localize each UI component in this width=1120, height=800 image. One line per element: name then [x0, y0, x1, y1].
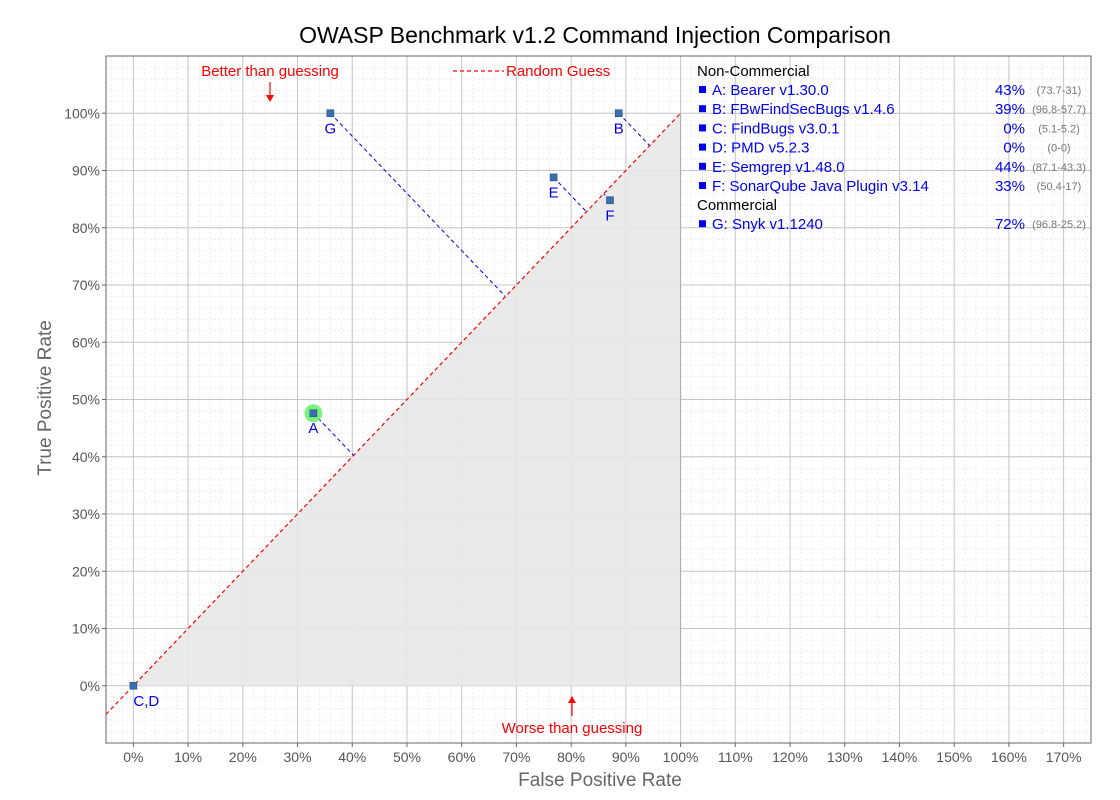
y-tick-label: 30% [72, 506, 100, 522]
x-tick-label: 10% [174, 749, 202, 765]
legend-entry-range: (73.7-31) [1037, 85, 1082, 97]
y-tick-label: 100% [64, 105, 100, 121]
x-tick-label: 130% [827, 749, 863, 765]
legend-entry-text: B: FBwFindSecBugs v1.4.6 [712, 101, 895, 118]
x-tick-label: 50% [393, 749, 421, 765]
legend-group-heading: Non-Commercial [697, 63, 810, 80]
legend-entry-text: C: FindBugs v3.0.1 [712, 120, 840, 137]
distance-line [553, 177, 587, 213]
y-tick-label: 60% [72, 334, 100, 350]
x-tick-label: 30% [284, 749, 312, 765]
distance-line [618, 112, 651, 146]
point-marker [614, 109, 623, 118]
point-label: E [549, 184, 559, 201]
x-tick-label: 0% [123, 749, 143, 765]
better-arrow-head-icon [266, 95, 274, 102]
legend-square-icon [699, 143, 706, 151]
x-tick-label: 120% [772, 749, 808, 765]
x-tick-label: 170% [1046, 749, 1082, 765]
better-than-guessing-label: Better than guessing [201, 63, 339, 80]
point-marker [606, 196, 614, 205]
legend-entry-range: (0-0) [1047, 143, 1070, 155]
point-marker [309, 409, 318, 418]
point-marker [326, 109, 335, 118]
lines-layer [105, 112, 682, 715]
y-axis-label: True Positive Rate [35, 320, 56, 476]
legend-entry-range: (5.1-5.2) [1038, 123, 1080, 135]
point-label: A [308, 420, 318, 437]
point-label: B [614, 120, 624, 137]
legend-entry-score: 0% [1003, 140, 1025, 157]
worse-arrow-head-icon [568, 696, 576, 703]
legend-entry-score: 44% [995, 159, 1025, 176]
legend-entry-text: D: PMD v5.2.3 [712, 140, 810, 157]
legend-entry-text: G: Snyk v1.1240 [712, 216, 823, 233]
distance-line [313, 412, 354, 456]
legend-square-icon [699, 86, 706, 93]
legend-square-icon [699, 124, 706, 132]
y-tick-label: 10% [72, 621, 100, 637]
x-tick-label: 160% [991, 749, 1027, 765]
legend-entry-range: (50.4-17) [1037, 181, 1082, 193]
x-tick-label: 80% [557, 749, 585, 765]
worse-than-guessing-label: Worse than guessing [502, 720, 643, 737]
distance-line [329, 112, 506, 297]
y-tick-label: 20% [72, 563, 100, 579]
point-label: G [325, 120, 337, 137]
random-guess-label: Random Guess [506, 63, 610, 80]
legend-entry-score: 39% [995, 101, 1025, 118]
legend-entry-range: (96.8-57.7) [1032, 104, 1086, 116]
legend-entry-score: 43% [995, 82, 1025, 99]
legend-entry-score: 33% [995, 178, 1025, 195]
x-tick-label: 20% [229, 749, 257, 765]
legend-entry-range: (96.8-25.2) [1032, 219, 1086, 231]
y-tick-label: 70% [72, 277, 100, 293]
x-tick-label: 150% [936, 749, 972, 765]
x-tick-label: 40% [338, 749, 366, 765]
x-tick-label: 70% [502, 749, 530, 765]
y-tick-label: 0% [80, 678, 100, 694]
legend-entry-range: (87.1-43.3) [1032, 162, 1086, 174]
point-marker [549, 173, 558, 182]
points-layer: A B C,D E F G [129, 109, 624, 710]
x-tick-label: 90% [612, 749, 640, 765]
legend: Non-Commercial A: Bearer v1.30.0 43% (73.7-… [697, 63, 1086, 233]
legend-entry-score: 0% [1003, 120, 1025, 137]
point-label: C,D [133, 693, 159, 710]
legend-entry-score: 72% [995, 216, 1025, 233]
legend-square-icon [699, 162, 706, 170]
y-tick-label: 50% [72, 392, 100, 408]
legend-square-icon [699, 220, 706, 228]
point-label: F [605, 207, 614, 224]
x-axis-label: False Positive Rate [518, 770, 682, 791]
legend-group-heading: Commercial [697, 197, 777, 214]
legend-square-icon [699, 105, 706, 113]
x-tick-label: 60% [448, 749, 476, 765]
x-tick-label: 100% [663, 749, 699, 765]
x-tick-label: 110% [718, 749, 753, 765]
y-tick-label: 90% [72, 163, 100, 179]
random-guess-line [105, 112, 682, 715]
legend-square-icon [699, 182, 706, 189]
y-tick-label: 40% [72, 449, 100, 465]
legend-entry-text: A: Bearer v1.30.0 [712, 82, 829, 99]
axes-layer: 0% 10% 20% 30% 40% 50% 60% 70% 80% 90% 100% 110% 120… [64, 55, 1092, 765]
point-marker [129, 681, 138, 690]
chart-title: OWASP Benchmark v1.2 Command Injection C… [299, 22, 891, 48]
x-tick-label: 140% [882, 749, 918, 765]
y-tick-label: 80% [72, 220, 100, 236]
legend-entry-text: E: Semgrep v1.48.0 [712, 159, 845, 176]
legend-entry-text: F: SonarQube Java Plugin v3.14 [712, 178, 929, 195]
